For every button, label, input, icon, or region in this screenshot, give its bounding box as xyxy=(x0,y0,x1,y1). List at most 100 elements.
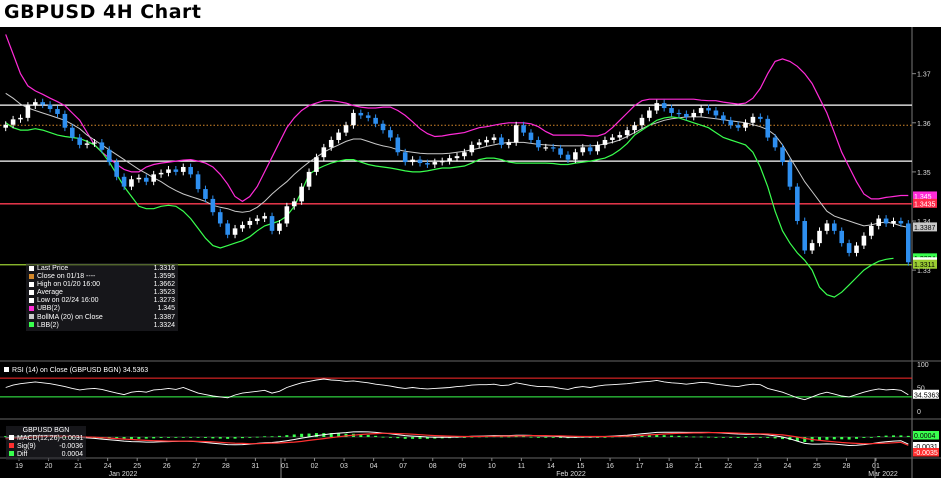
candle-body xyxy=(669,108,674,113)
candle-body xyxy=(77,137,82,145)
candle-body xyxy=(758,116,763,119)
macd-histogram-bar xyxy=(4,436,8,437)
candle-body xyxy=(10,119,16,125)
macd-histogram-bar xyxy=(736,437,740,438)
candle-body xyxy=(550,147,556,149)
legend-swatch xyxy=(29,273,34,279)
macd-histogram-bar xyxy=(122,437,126,440)
price-tag-label: 1.3435 xyxy=(914,201,936,208)
macd-histogram-bar xyxy=(255,436,259,438)
y-tick-label: 1.37 xyxy=(917,72,931,79)
macd-legend-header: GBPUSD BGN xyxy=(22,427,70,434)
macd-histogram-bar xyxy=(462,437,466,438)
candle-body xyxy=(528,132,534,140)
macd-histogram-bar xyxy=(300,433,304,437)
macd-histogram-bar xyxy=(329,433,333,437)
candle-body xyxy=(55,109,60,114)
macd-histogram-bar xyxy=(418,437,422,439)
x-tick-label: 25 xyxy=(813,463,821,470)
candle-body xyxy=(47,104,53,110)
candle-body xyxy=(291,201,297,207)
rsi-value-tag-label: 34.5363 xyxy=(914,392,939,399)
macd-value-tag xyxy=(913,442,939,451)
macd-histogram-bar xyxy=(144,437,148,439)
x-tick-label: 28 xyxy=(843,463,851,470)
x-tick-label: 08 xyxy=(429,463,437,470)
macd-histogram-bar xyxy=(847,437,851,440)
candle-body xyxy=(846,243,852,253)
candle-body xyxy=(351,112,356,126)
macd-histogram-bar xyxy=(803,437,807,443)
candle-body xyxy=(839,230,845,244)
x-tick-label: 02 xyxy=(311,463,319,470)
chart-title: GBPUSD 4H Chart xyxy=(4,1,202,23)
macd-histogram-bar xyxy=(337,433,341,437)
candle-body xyxy=(698,108,704,113)
macd-histogram-bar xyxy=(292,434,296,437)
candle-body xyxy=(84,143,90,145)
candle-body xyxy=(188,166,193,175)
candle-body xyxy=(3,124,8,128)
macd-histogram-bar xyxy=(115,437,119,439)
macd-histogram-bar xyxy=(433,437,437,439)
macd-histogram-bar xyxy=(359,434,363,437)
macd-histogram-bar xyxy=(670,435,674,437)
candle-body xyxy=(18,117,23,120)
price-legend: Last Price 1.3316 Close on 01/18 ---- 1.35… xyxy=(26,263,178,331)
candle-body xyxy=(40,102,45,105)
macd-legend: GBPUSD BGN MACD(12,26) -0.0031 Sig(9) -0.0… xyxy=(6,426,86,460)
candle-body xyxy=(388,130,393,138)
candle-body xyxy=(632,125,637,131)
macd-histogram-bar xyxy=(640,435,644,437)
macd-legend-label: Diff xyxy=(17,451,28,458)
macd-value-tag xyxy=(913,448,939,457)
macd-histogram-bar xyxy=(544,437,548,438)
macd-histogram-bar xyxy=(536,437,540,438)
candle-body xyxy=(639,117,645,126)
candle-body xyxy=(499,137,504,145)
macd-histogram-bar xyxy=(277,435,281,437)
macd-value-tag-label: -0.0035 xyxy=(914,450,938,457)
legend-label: BollMA (20) on Close xyxy=(37,313,103,321)
candle-body xyxy=(240,224,245,229)
candle-body xyxy=(706,108,711,111)
candle-body xyxy=(62,113,68,128)
macd-histogram-bar xyxy=(758,437,762,438)
macd-value-tag-label: -0.0031 xyxy=(914,444,938,451)
candle-body xyxy=(180,166,186,172)
candle-body xyxy=(476,142,482,145)
candle-body xyxy=(713,110,719,116)
candle-body xyxy=(765,118,771,138)
x-month-label: Jan 2022 xyxy=(109,471,138,478)
candle-body xyxy=(891,221,896,224)
candle-body xyxy=(654,103,660,111)
candle-body xyxy=(802,221,808,251)
candle-body xyxy=(32,102,38,106)
macd-histogram-bar xyxy=(551,437,555,438)
rsi-tick-label: 50 xyxy=(917,386,925,393)
rsi-legend-swatch xyxy=(4,367,9,372)
rsi-line xyxy=(5,378,909,401)
macd-histogram-bar xyxy=(166,437,170,438)
macd-histogram-bar xyxy=(203,437,207,438)
x-tick-label: 11 xyxy=(518,463,525,470)
rsi-tick-label: 100 xyxy=(917,362,929,369)
candle-body xyxy=(854,245,859,253)
candle-body xyxy=(380,123,386,131)
macd-histogram-bar xyxy=(729,437,733,438)
macd-legend-swatch xyxy=(9,443,14,448)
candle-body xyxy=(136,177,142,180)
price-tag xyxy=(913,259,937,269)
candle-body xyxy=(402,152,408,163)
x-tick-label: 03 xyxy=(340,463,348,470)
macd-histogram-bar xyxy=(499,436,503,438)
candle-body xyxy=(817,230,822,244)
price-tag xyxy=(913,222,937,232)
legend-label: Last Price xyxy=(37,265,69,272)
candle-body xyxy=(587,147,593,152)
candle-body xyxy=(506,142,512,145)
rsi-legend-label: RSI (14) on Close (GBPUSD BGN) 34.5363 xyxy=(12,367,149,374)
candle-body xyxy=(365,115,371,118)
macd-histogram-bar xyxy=(795,437,799,442)
candle-body xyxy=(232,228,238,235)
